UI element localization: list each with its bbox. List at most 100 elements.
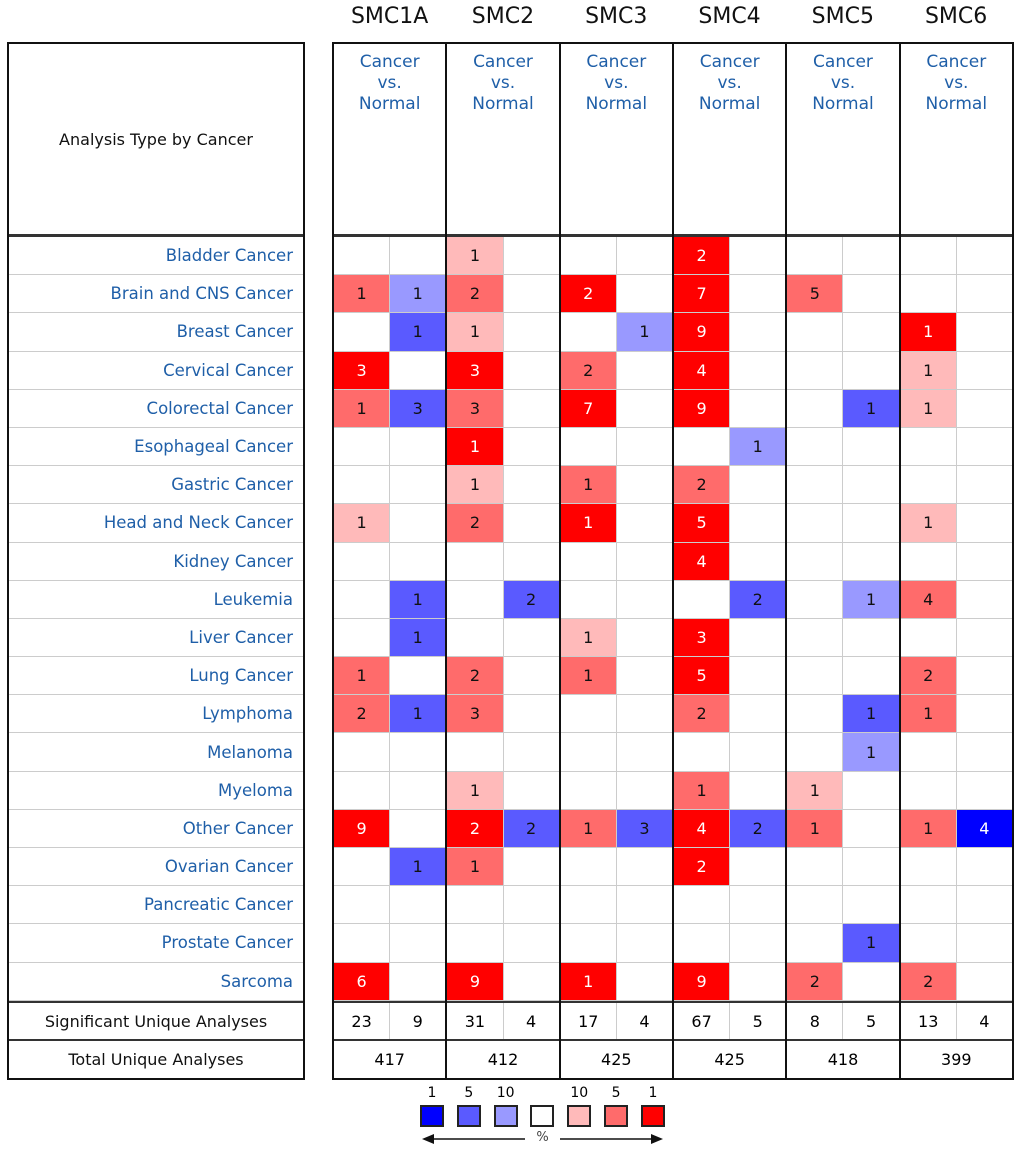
- cancer-label[interactable]: Melanoma: [9, 733, 303, 772]
- cancer-label[interactable]: Other Cancer: [9, 810, 303, 848]
- heatmap-cell[interactable]: 9: [673, 389, 730, 427]
- heatmap-cell[interactable]: 9: [447, 962, 503, 1000]
- heatmap-cell[interactable]: 2: [560, 351, 616, 389]
- heatmap-cell[interactable]: 1: [389, 618, 446, 657]
- heatmap-cell[interactable]: 9: [334, 809, 390, 847]
- heatmap-cell[interactable]: 2: [673, 848, 730, 886]
- heatmap-cell[interactable]: 2: [673, 466, 730, 504]
- heatmap-cell[interactable]: 2: [787, 962, 843, 1000]
- heatmap-cell[interactable]: 1: [447, 237, 503, 275]
- cancer-label[interactable]: Breast Cancer: [9, 313, 303, 352]
- heatmap-cell[interactable]: 2: [502, 580, 559, 618]
- cancer-label[interactable]: Ovarian Cancer: [9, 848, 303, 887]
- analysis-type-label[interactable]: Cancer vs. Normal: [447, 44, 559, 237]
- heatmap-cell[interactable]: 1: [334, 389, 390, 427]
- heatmap-cell[interactable]: 1: [560, 466, 616, 504]
- heatmap-cell[interactable]: 2: [447, 657, 503, 695]
- analysis-type-label[interactable]: Cancer vs. Normal: [673, 44, 786, 237]
- cancer-label[interactable]: Head and Neck Cancer: [9, 504, 303, 543]
- heatmap-cell[interactable]: 4: [673, 542, 730, 580]
- heatmap-cell[interactable]: 1: [389, 275, 446, 313]
- heatmap-cell[interactable]: 1: [842, 580, 899, 618]
- heatmap-cell[interactable]: 3: [447, 351, 503, 389]
- cancer-label[interactable]: Cervical Cancer: [9, 352, 303, 390]
- heatmap-cell[interactable]: 1: [389, 695, 446, 733]
- heatmap-cell[interactable]: 1: [447, 313, 503, 351]
- cancer-label[interactable]: Myeloma: [9, 772, 303, 810]
- heatmap-cell[interactable]: 1: [673, 771, 730, 809]
- heatmap-cell[interactable]: 2: [560, 275, 616, 313]
- cancer-label[interactable]: Lung Cancer: [9, 657, 303, 696]
- heatmap-cell[interactable]: 1: [447, 771, 503, 809]
- heatmap-cell[interactable]: 1: [334, 657, 390, 695]
- heatmap-cell[interactable]: 4: [900, 580, 956, 618]
- heatmap-cell[interactable]: 1: [447, 848, 503, 886]
- heatmap-cell[interactable]: 2: [447, 275, 503, 313]
- heatmap-cell[interactable]: 3: [673, 618, 730, 657]
- cancer-label[interactable]: Esophageal Cancer: [9, 428, 303, 467]
- heatmap-cell[interactable]: 4: [955, 809, 1012, 847]
- heatmap-cell[interactable]: 1: [560, 809, 616, 847]
- heatmap-cell[interactable]: 1: [900, 809, 956, 847]
- heatmap-cell[interactable]: 7: [673, 275, 730, 313]
- heatmap-cell[interactable]: 4: [673, 809, 730, 847]
- heatmap-cell[interactable]: 1: [447, 427, 503, 466]
- heatmap-cell[interactable]: 2: [673, 695, 730, 733]
- heatmap-cell[interactable]: 2: [729, 580, 786, 618]
- heatmap-cell[interactable]: 1: [842, 695, 899, 733]
- heatmap-cell[interactable]: 1: [389, 848, 446, 886]
- analysis-type-label[interactable]: Cancer vs. Normal: [900, 44, 1012, 237]
- heatmap-cell[interactable]: 2: [447, 504, 503, 542]
- heatmap-cell[interactable]: 1: [389, 313, 446, 351]
- heatmap-cell[interactable]: 1: [560, 618, 616, 657]
- heatmap-cell[interactable]: 4: [673, 351, 730, 389]
- heatmap-cell[interactable]: 3: [389, 389, 446, 427]
- heatmap-cell[interactable]: 5: [787, 275, 843, 313]
- heatmap-cell[interactable]: 3: [334, 351, 390, 389]
- heatmap-cell[interactable]: 1: [334, 504, 390, 542]
- heatmap-cell[interactable]: 1: [729, 427, 786, 466]
- heatmap-cell[interactable]: 9: [673, 313, 730, 351]
- heatmap-cell[interactable]: 1: [389, 580, 446, 618]
- heatmap-cell[interactable]: 1: [842, 733, 899, 771]
- heatmap-cell[interactable]: 1: [900, 504, 956, 542]
- heatmap-cell[interactable]: 2: [900, 962, 956, 1000]
- cancer-label[interactable]: Pancreatic Cancer: [9, 886, 303, 925]
- heatmap-cell[interactable]: 9: [673, 962, 730, 1000]
- heatmap-cell[interactable]: 1: [787, 771, 843, 809]
- heatmap-cell[interactable]: 1: [560, 962, 616, 1000]
- cancer-label[interactable]: Brain and CNS Cancer: [9, 275, 303, 314]
- heatmap-cell[interactable]: 1: [900, 389, 956, 427]
- cancer-label[interactable]: Kidney Cancer: [9, 543, 303, 581]
- cancer-label[interactable]: Lymphoma: [9, 695, 303, 734]
- heatmap-cell[interactable]: 1: [560, 657, 616, 695]
- heatmap-cell[interactable]: 1: [615, 313, 672, 351]
- heatmap-cell[interactable]: 3: [447, 389, 503, 427]
- cancer-label[interactable]: Gastric Cancer: [9, 466, 303, 505]
- heatmap-cell[interactable]: 2: [502, 809, 559, 847]
- heatmap-cell[interactable]: 1: [842, 924, 899, 962]
- heatmap-cell[interactable]: 6: [334, 962, 390, 1000]
- heatmap-cell[interactable]: 1: [787, 809, 843, 847]
- cancer-label[interactable]: Bladder Cancer: [9, 237, 303, 276]
- analysis-type-label[interactable]: Cancer vs. Normal: [787, 44, 899, 237]
- heatmap-cell[interactable]: 7: [560, 389, 616, 427]
- heatmap-cell[interactable]: 2: [729, 809, 786, 847]
- heatmap-cell[interactable]: 3: [447, 695, 503, 733]
- heatmap-cell[interactable]: 1: [900, 695, 956, 733]
- heatmap-cell[interactable]: 1: [334, 275, 390, 313]
- heatmap-cell[interactable]: 5: [673, 657, 730, 695]
- cancer-label[interactable]: Prostate Cancer: [9, 924, 303, 963]
- cancer-label[interactable]: Leukemia: [9, 581, 303, 619]
- heatmap-cell[interactable]: 3: [615, 809, 672, 847]
- cancer-label[interactable]: Colorectal Cancer: [9, 390, 303, 428]
- heatmap-cell[interactable]: 1: [900, 351, 956, 389]
- heatmap-cell[interactable]: 2: [447, 809, 503, 847]
- heatmap-cell[interactable]: 1: [900, 313, 956, 351]
- heatmap-cell[interactable]: 5: [673, 504, 730, 542]
- heatmap-cell[interactable]: 1: [560, 504, 616, 542]
- analysis-type-label[interactable]: Cancer vs. Normal: [334, 44, 446, 237]
- heatmap-cell[interactable]: 2: [673, 237, 730, 275]
- cancer-label[interactable]: Sarcoma: [9, 963, 303, 1001]
- heatmap-cell[interactable]: 2: [334, 695, 390, 733]
